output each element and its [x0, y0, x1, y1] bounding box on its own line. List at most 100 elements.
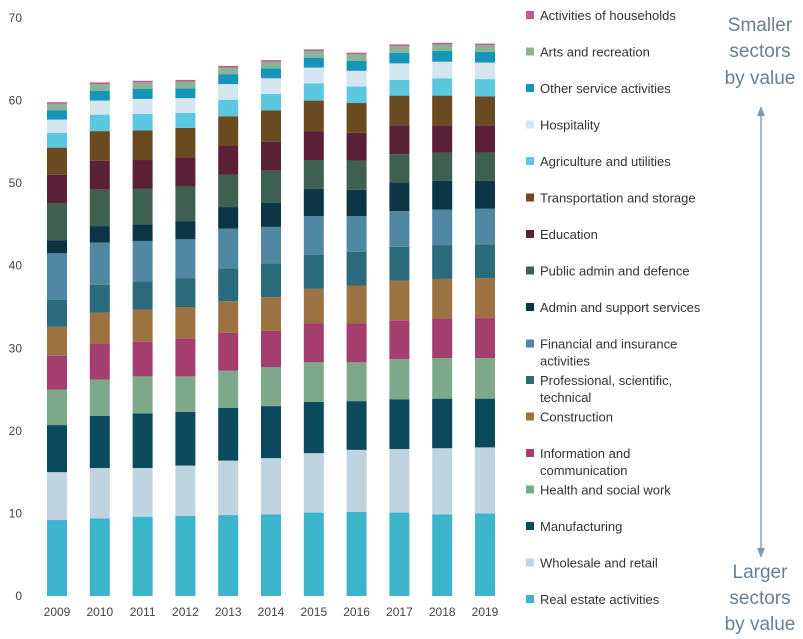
bar-segment [132, 240, 153, 282]
bar-segment [475, 62, 495, 80]
x-tick-label: 2013 [215, 605, 242, 619]
bar-segment [175, 338, 196, 377]
x-tick-label: 2015 [300, 605, 327, 619]
bar-segment [218, 370, 239, 408]
bar-segment [303, 453, 324, 513]
bar-segment [389, 63, 410, 80]
bar-segment [132, 188, 153, 225]
bar-segment [261, 458, 281, 515]
bar-segment [132, 341, 153, 377]
bar-segment [389, 280, 410, 321]
x-tick-label: 2014 [258, 605, 285, 619]
bar-segment [475, 96, 495, 126]
bar-segment [432, 78, 453, 96]
legend-label: Professional, scientific, technical [540, 373, 672, 405]
bar-segment [389, 359, 410, 400]
bar-segment [132, 413, 153, 469]
legend-label: Real estate activities [540, 592, 660, 607]
bar-segment [303, 83, 324, 101]
bar-segment [261, 202, 281, 227]
annotation-top-line-1: Smaller [728, 15, 793, 36]
bar-segment [475, 51, 495, 63]
bar-segment [303, 512, 324, 596]
x-tick-label: 2017 [386, 605, 413, 619]
bar-segment [47, 110, 67, 120]
legend-swatch [526, 84, 534, 92]
bar-segment [89, 100, 110, 115]
bar-segment [175, 79, 196, 82]
y-tick-label: 40 [9, 259, 23, 273]
bar-segment [261, 514, 281, 596]
bar-segment [261, 367, 281, 407]
y-tick-label: 0 [15, 589, 22, 603]
bar-segment [475, 208, 495, 245]
bar-segment [261, 60, 281, 62]
bar-segment [132, 80, 153, 83]
bar-segment [389, 449, 410, 513]
x-tick-label: 2010 [86, 605, 113, 619]
bar-segment [218, 301, 239, 333]
annotation-bottom-line-3: by value [725, 614, 796, 635]
bar-segment [89, 343, 110, 380]
legend-swatch [526, 120, 534, 129]
bar-segment [389, 246, 410, 281]
bar-segment [47, 102, 67, 104]
bar-segment [261, 226, 281, 264]
bar-segment [132, 516, 153, 596]
bar-segment [346, 511, 367, 596]
bar-segment [218, 116, 239, 146]
bar-segment [175, 515, 196, 596]
bar-segment [218, 332, 239, 371]
bar-segment [175, 81, 196, 89]
legend-label: Agriculture and utilities [540, 154, 671, 169]
bar-segment [303, 131, 324, 161]
legend-label: Manufacturing [540, 519, 622, 534]
legend-label: Other service activities [540, 81, 671, 96]
bar-segment [89, 82, 110, 85]
bar-segment [218, 84, 239, 100]
legend-label: Arts and recreation [540, 45, 650, 60]
legend-label: Wholesale and retail [540, 556, 658, 571]
bar-segment [89, 189, 110, 227]
bar-segment [346, 103, 367, 133]
bar-segment [132, 160, 153, 189]
bar-segment [389, 52, 410, 64]
x-tick-label: 2011 [130, 605, 156, 619]
legend-swatch [526, 230, 534, 238]
bar-segment [303, 362, 324, 402]
annotation-bottom-line-1: Larger [733, 562, 789, 583]
legend-swatch [526, 157, 534, 165]
x-tick-label: 2016 [343, 605, 370, 619]
bar-segment [432, 398, 453, 449]
bar-segment [261, 330, 281, 368]
bar-segment [261, 170, 281, 203]
bar-segment [432, 42, 453, 45]
legend-swatch [526, 339, 534, 348]
bar-segment [47, 389, 67, 426]
bar-segment [132, 224, 153, 241]
bar-segment [218, 145, 239, 175]
bar-segment [261, 297, 281, 331]
bar-segment [432, 61, 453, 79]
bar-segment [432, 514, 453, 596]
bar-segment [261, 263, 281, 298]
bar-segment [475, 278, 495, 318]
bar-segment [218, 99, 239, 117]
bar-segment [389, 154, 410, 183]
bar-segment [89, 468, 110, 519]
bar-segment [218, 65, 239, 68]
bar-segment [303, 51, 324, 58]
bar-segment [475, 180, 495, 209]
bar-segment [346, 132, 367, 161]
bar-segment [475, 358, 495, 399]
bar-segment [132, 309, 153, 342]
bar-segment [89, 84, 110, 91]
legend-label: Hospitality [540, 118, 600, 133]
bar-segment [389, 512, 410, 596]
legend-label: Transportation and storage [540, 191, 696, 206]
legend-label: Admin and support services [540, 300, 701, 315]
bar-segment [261, 406, 281, 459]
bar-segment [346, 86, 367, 104]
bar-segment [175, 127, 196, 158]
